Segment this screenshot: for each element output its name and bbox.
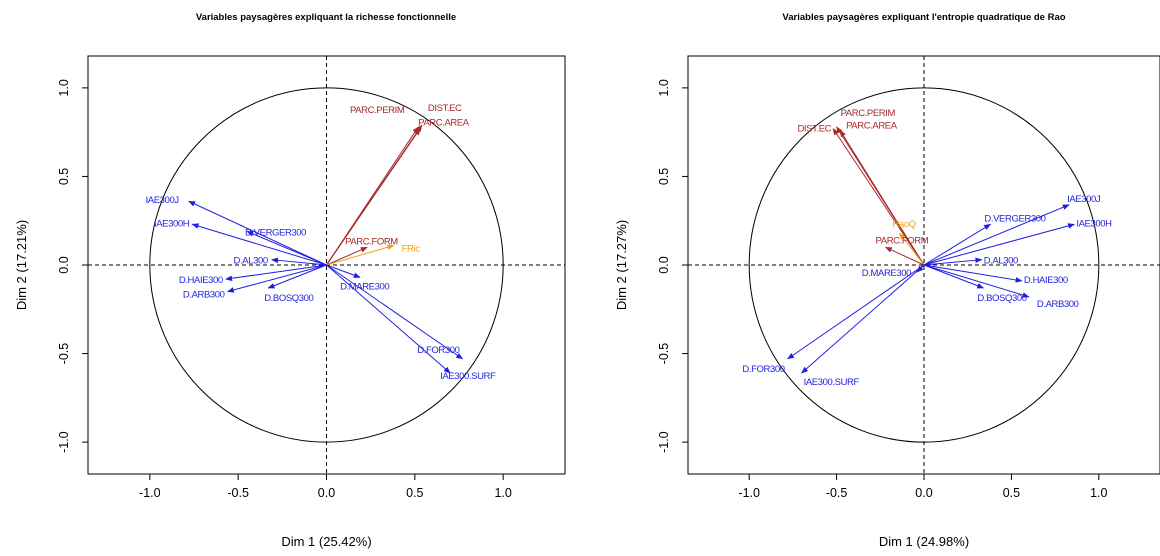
arrow-label: D.HAIE300 [1024, 275, 1068, 286]
y-tick-label: -0.5 [657, 343, 671, 365]
arrow-label: DIST.EC [797, 124, 831, 135]
arrow-d-mare300 [326, 264, 361, 278]
arrow-d-for300 [787, 264, 925, 360]
y-tick-label: 0.0 [57, 256, 71, 273]
arrow-d-arb300 [923, 264, 1030, 298]
x-tick-label: -0.5 [227, 486, 249, 500]
arrow-iae300h [923, 223, 1076, 266]
arrow-fric [326, 244, 395, 266]
x-tick-label: 0.5 [406, 486, 423, 500]
arrow-label: IAE300J [1067, 194, 1101, 205]
arrow-label: IAE300.SURF [804, 377, 860, 388]
x-tick-label: 1.0 [1090, 486, 1107, 500]
chart-panel-2: Variables paysagères expliquant l'entrop… [614, 12, 1160, 549]
arrow-iae300j [188, 200, 327, 266]
x-axis-label: Dim 1 (25.42%) [281, 534, 371, 549]
arrow-label: FRic [402, 244, 421, 255]
y-tick-label: 1.0 [57, 79, 71, 96]
arrow-label: D.HAIE300 [179, 275, 223, 286]
arrow-label: D.FOR300 [742, 364, 784, 375]
x-axis-label: Dim 1 (24.98%) [879, 534, 969, 549]
arrow-d-haie300 [923, 264, 1023, 283]
arrow-label: PARC.FORM [345, 236, 398, 247]
arrow-dist-ec [832, 128, 925, 266]
arrow-d-haie300 [225, 264, 327, 282]
arrow-label: PARC.AREA [846, 120, 898, 131]
y-tick-label: 0.5 [657, 168, 671, 185]
x-tick-label: 1.0 [494, 486, 511, 500]
y-tick-label: -1.0 [657, 431, 671, 453]
arrow-parc-form [884, 246, 925, 266]
y-axis-label: Dim 2 (17.27%) [614, 220, 629, 310]
arrow-d-bosq300 [267, 264, 327, 289]
y-axis-label: Dim 2 (17.21%) [14, 220, 29, 310]
arrow-raoq [899, 232, 925, 266]
arrow-label: D.FOR300 [417, 345, 459, 356]
x-tick-label: 0.0 [318, 486, 335, 500]
arrow-label: D.MARE300 [862, 268, 911, 279]
arrow-d-arb300 [226, 264, 327, 293]
arrow-label: PARC.FORM [876, 235, 929, 246]
arrow-d-verger300 [246, 230, 327, 266]
y-tick-label: -1.0 [57, 431, 71, 453]
arrow-d-verger300 [923, 223, 992, 266]
arrow-label: D.AL300 [234, 256, 268, 267]
chart-panel-1: Variables paysagères expliquant la riche… [14, 12, 566, 549]
arrow-label: D.BOSQ300 [977, 293, 1026, 304]
arrow-label: PARC.PERIM [350, 105, 405, 116]
x-tick-label: 0.5 [1003, 486, 1020, 500]
x-tick-label: 0.0 [915, 486, 932, 500]
y-tick-label: 0.5 [57, 168, 71, 185]
arrow-d-bosq300 [923, 264, 985, 289]
arrow-label: IAE300J [146, 195, 180, 206]
arrow-label: D.BOSQ300 [264, 293, 313, 304]
y-tick-label: 0.0 [657, 256, 671, 273]
arrow-label: PARC.AREA [418, 118, 470, 129]
arrow-parc-area [839, 129, 925, 266]
arrow-label: D.VERGER300 [984, 213, 1045, 224]
arrow-label: RaoQ [893, 219, 916, 230]
chart-title: Variables paysagères expliquant la riche… [196, 12, 456, 23]
arrow-label: IAE300.SURF [440, 371, 496, 382]
arrow-label: D.ARB300 [183, 290, 225, 301]
arrow-iae300-surf [801, 264, 925, 374]
y-tick-label: -0.5 [57, 343, 71, 365]
x-tick-label: -1.0 [738, 486, 760, 500]
arrow-label: IAE300H [154, 218, 190, 229]
arrow-label: DIST.EC [428, 103, 462, 114]
arrow-iae300-surf [326, 264, 451, 374]
arrow-parc-area [326, 128, 421, 266]
y-tick-label: 1.0 [657, 79, 671, 96]
arrow-parc-form [326, 246, 368, 266]
arrow-label: IAE300H [1076, 218, 1112, 229]
arrow-d-al300 [271, 257, 327, 266]
chart-title: Variables paysagères expliquant l'entrop… [782, 12, 1065, 23]
arrow-label: D.AL300 [984, 256, 1018, 267]
arrow-label: D.VERGER300 [245, 227, 306, 238]
arrow-label: PARC.PERIM [841, 108, 896, 119]
arrow-label: D.ARB300 [1037, 299, 1079, 310]
arrow-iae300j [923, 204, 1070, 266]
x-tick-label: -0.5 [826, 486, 848, 500]
arrow-d-al300 [923, 257, 983, 266]
x-tick-label: -1.0 [139, 486, 161, 500]
arrow-label: D.MARE300 [340, 281, 389, 292]
arrow-d-for300 [326, 264, 464, 360]
arrow-iae300h [191, 223, 327, 266]
